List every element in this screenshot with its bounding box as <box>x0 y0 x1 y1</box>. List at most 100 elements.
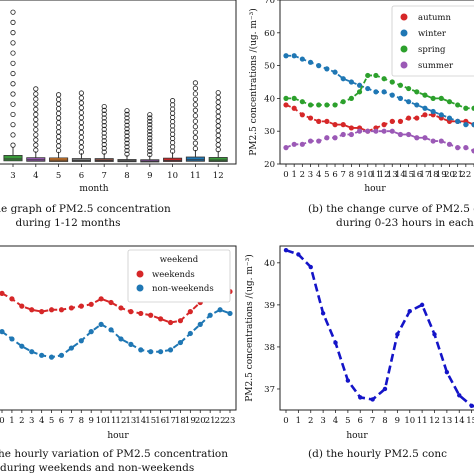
outlier-point <box>78 110 85 116</box>
data-point <box>332 135 338 141</box>
x-tick-label: 11 <box>106 416 117 426</box>
data-point <box>455 102 461 108</box>
data-point <box>108 299 114 306</box>
data-point <box>389 92 395 98</box>
data-point <box>340 76 346 82</box>
outlier-point <box>55 143 62 149</box>
outlier-point <box>215 99 221 105</box>
data-point <box>158 316 164 322</box>
outlier-point <box>101 119 107 125</box>
outlier-point <box>101 115 107 121</box>
outlier-point <box>147 118 153 124</box>
x-tick-label: 3 <box>10 171 15 181</box>
data-point <box>373 72 379 79</box>
outlier-point <box>101 130 107 136</box>
data-point <box>358 395 363 400</box>
outlier-point <box>10 70 16 77</box>
outlier-point <box>55 115 62 121</box>
data-point <box>207 312 213 318</box>
x-tick-label: 1 <box>296 416 301 426</box>
outlier-point <box>170 98 176 104</box>
data-point <box>177 318 184 324</box>
outlier-point <box>170 119 176 125</box>
outlier-point <box>170 110 176 116</box>
data-point <box>148 312 154 318</box>
y-tick-label: 30 <box>264 127 275 137</box>
outlier-point <box>147 112 153 118</box>
series-line-non-weekends <box>1 308 231 359</box>
data-point <box>39 309 45 315</box>
data-point <box>299 141 305 147</box>
data-point <box>340 99 346 105</box>
data-point <box>291 141 297 147</box>
panel-a-caption-line2: during 1-12 months <box>15 217 120 229</box>
x-tick-label: 19 <box>436 170 447 180</box>
data-point <box>217 307 223 313</box>
x-tick-label: 5 <box>324 170 329 180</box>
outlier-point <box>124 137 130 143</box>
outlier-point <box>78 129 85 135</box>
outlier-point <box>10 50 16 56</box>
data-point <box>299 112 305 118</box>
data-point <box>187 309 193 315</box>
x-tick-label: 3 <box>308 170 313 180</box>
x-tick-label: 7 <box>101 171 106 181</box>
panel-a-xlabel: month <box>79 184 108 194</box>
data-point <box>463 145 469 151</box>
outlier-point <box>33 137 39 143</box>
data-point <box>469 403 474 408</box>
box-body <box>163 157 183 162</box>
y-tick-label: 37 <box>264 385 275 395</box>
data-point <box>58 352 65 358</box>
x-tick-label: 12 <box>213 171 224 181</box>
y-tick-label: 39 <box>264 301 275 311</box>
x-tick-label: 14 <box>395 170 406 180</box>
outlier-point <box>78 139 85 145</box>
data-point <box>356 128 363 134</box>
data-point <box>395 332 400 337</box>
data-point <box>414 102 420 108</box>
legend-label: autumn <box>418 13 451 23</box>
data-point <box>324 135 330 141</box>
data-point <box>148 349 154 355</box>
data-point <box>406 131 412 138</box>
outlier-point <box>124 147 130 154</box>
data-point <box>98 321 104 327</box>
outlier-point <box>55 106 62 112</box>
outlier-point <box>78 115 85 121</box>
outlier-point <box>78 90 85 96</box>
legend-label: spring <box>418 45 446 55</box>
data-point <box>414 89 420 95</box>
outlier-point <box>215 104 221 110</box>
panel-c-line-chart: 0 1 2 3 4 5 6 7 8 9 10 11 12 13 14 15 16 17 18 19 20 21 22 23we… <box>0 245 237 426</box>
outlier-point <box>10 122 16 128</box>
panel-a-frame <box>0 0 237 165</box>
data-point <box>332 69 338 75</box>
x-tick-label: 13 <box>387 170 398 180</box>
outlier-point <box>55 138 62 144</box>
data-point <box>291 95 297 101</box>
outlier-point <box>170 127 176 133</box>
outlier-point <box>192 135 198 141</box>
data-point <box>348 95 354 101</box>
outlier-point <box>10 91 16 97</box>
x-tick-label: 9 <box>89 416 94 426</box>
data-point <box>438 138 444 144</box>
x-tick-label: 4 <box>333 416 338 426</box>
x-tick-label: 8 <box>382 416 387 426</box>
panel-a-caption-line1: box line graph of PM2.5 concentration <box>0 203 171 215</box>
outlier-point <box>124 129 130 135</box>
x-tick-label: 16 <box>155 416 166 426</box>
x-tick-label: 10 <box>404 416 415 426</box>
data-point <box>9 336 15 342</box>
panel-b-xlabel: hour <box>364 184 386 194</box>
legend-label: summer <box>418 61 454 71</box>
outlier-point <box>170 144 176 150</box>
outlier-point <box>101 145 107 151</box>
box-body <box>3 155 23 162</box>
data-point <box>167 319 174 326</box>
data-point <box>299 99 305 105</box>
outlier-point <box>10 81 16 87</box>
legend-marker <box>400 13 408 21</box>
outlier-point <box>147 115 153 121</box>
